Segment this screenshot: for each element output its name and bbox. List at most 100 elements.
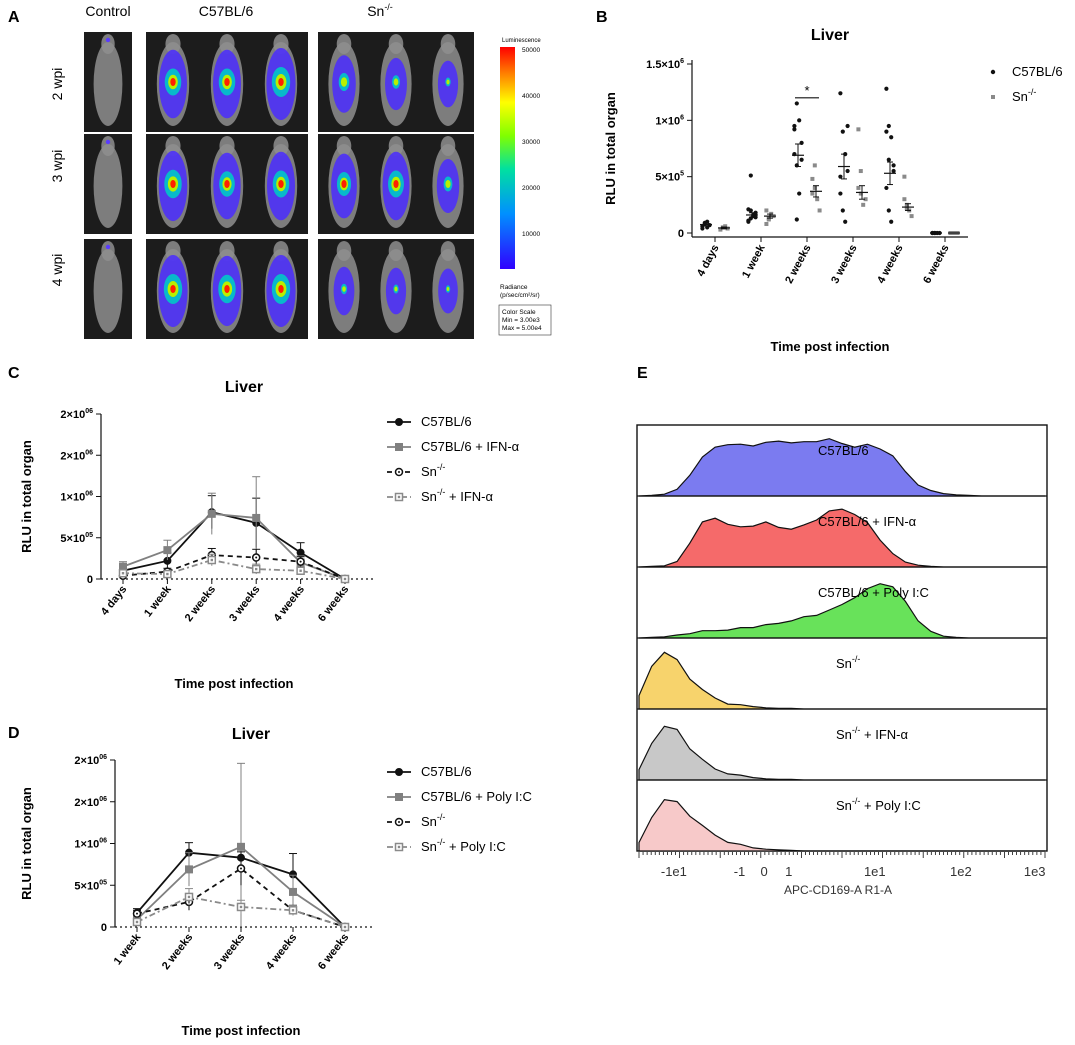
row-label-4wpi: 4 wpi [49,254,65,287]
x-tick-label: 1e3 [1024,864,1046,879]
x-tick-label: 3 weeks [227,583,262,624]
radiance-label: Radiance [500,284,528,291]
x-tick-label: -1e1 [661,864,687,879]
series-line [136,867,346,928]
mouse-head [165,34,181,54]
histogram-label: Sn-/- + Poly I:C [836,796,921,813]
data-point [904,206,909,211]
x-axis-label: APC-CD169-A R1-A [784,883,892,897]
data-point [723,224,728,229]
data-point [891,163,896,168]
y-tick-label: 2×1006 [60,408,93,421]
data-point [817,208,822,213]
y-tick-label: 0 [87,574,93,586]
data-point-dot [121,572,125,575]
data-point [845,123,850,129]
x-tick-label: 6 weeks [316,583,351,624]
mouse-head [440,34,456,54]
data-point-dot [210,558,213,562]
panel-c-chart: Liver Time post infection RLU in total org… [19,379,520,691]
y-tick-label: 5×105 [655,171,684,184]
data-point [904,202,909,207]
legend-label: C57BL/6 [1012,64,1063,79]
data-point-dot [166,572,169,576]
signal-peak [341,180,347,188]
y-tick-label: 2×1006 [60,449,93,462]
x-axis-label: Time post infection [182,1023,301,1038]
data-point [237,842,245,851]
data-point [856,127,861,132]
histogram-label: C57BL/6 + Poly I:C [818,585,929,600]
panel-letter-b: B [596,9,608,26]
data-point [886,208,891,213]
data-point [909,214,914,219]
data-point [858,191,863,196]
x-tick-label: 6 weeks [316,931,351,972]
x-tick-label: 2 weeks [783,243,813,286]
signal-peak [170,285,176,293]
col-header-sn: Sn-/- [367,2,393,19]
data-point [810,191,815,196]
signal-peak [278,285,284,293]
data-point [764,221,769,226]
data-point [252,513,261,522]
data-point [838,191,843,196]
signal-spot [105,37,111,43]
y-tick-label: 1×106 [655,114,684,127]
data-point [792,123,797,129]
signal-peak [170,180,176,188]
signal-high [445,180,451,188]
signal-peak [224,78,230,86]
x-tick-label: 1e1 [864,864,886,879]
mouse-head [219,34,235,54]
mouse-head [388,136,404,156]
y-tick-label: 0 [678,228,684,240]
x-tick-label: 4 weeks [264,931,299,972]
mouse-head [336,34,352,54]
data-point [861,202,866,207]
colorbar [500,47,515,269]
legend-marker-dot [397,495,401,499]
mouse-head [336,241,352,261]
x-tick-label: 0 [760,864,767,879]
legend-label: Sn-/- + Poly I:C [421,837,506,854]
x-tick-label: 2 weeks [160,931,195,972]
signal-high [393,78,399,86]
data-point [840,129,845,134]
signal-peak [393,180,399,188]
x-tick-label: 1 week [112,931,144,968]
color-scale-max: Max = 5.00e4 [502,325,542,332]
data-point-dot [299,569,302,572]
data-point [753,210,758,215]
chart-title: Liver [225,379,263,396]
data-point [764,208,769,213]
data-point [838,91,843,96]
legend-marker [395,418,403,426]
legend-marker [395,793,403,801]
data-point [296,548,305,557]
data-point [886,157,891,162]
x-tick-label: 2 weeks [183,583,218,624]
legend-label: C57BL/6 + IFN-α [421,439,520,454]
data-point [886,123,891,129]
data-point-dot [255,556,258,559]
mouse-head [440,136,456,156]
data-point [858,169,863,174]
series-line [136,895,346,928]
legend-marker-dot [397,845,401,849]
y-axis-label: RLU in total organ [603,92,618,205]
x-tick-label: 6 weeks [921,243,951,286]
data-point [845,168,850,174]
imaging-grid [84,32,474,339]
mouse-head [219,241,235,261]
y-tick-label: 5×1005 [60,532,93,545]
y-tick-label: 2×1006 [74,796,107,809]
histogram [638,799,1045,852]
data-point [815,197,820,202]
x-axis-label: Time post infection [175,676,294,691]
legend-marker-dot [398,821,400,823]
data-point [889,135,894,140]
legend-label: Sn-/- [1012,87,1036,104]
mouse-head [101,34,115,54]
